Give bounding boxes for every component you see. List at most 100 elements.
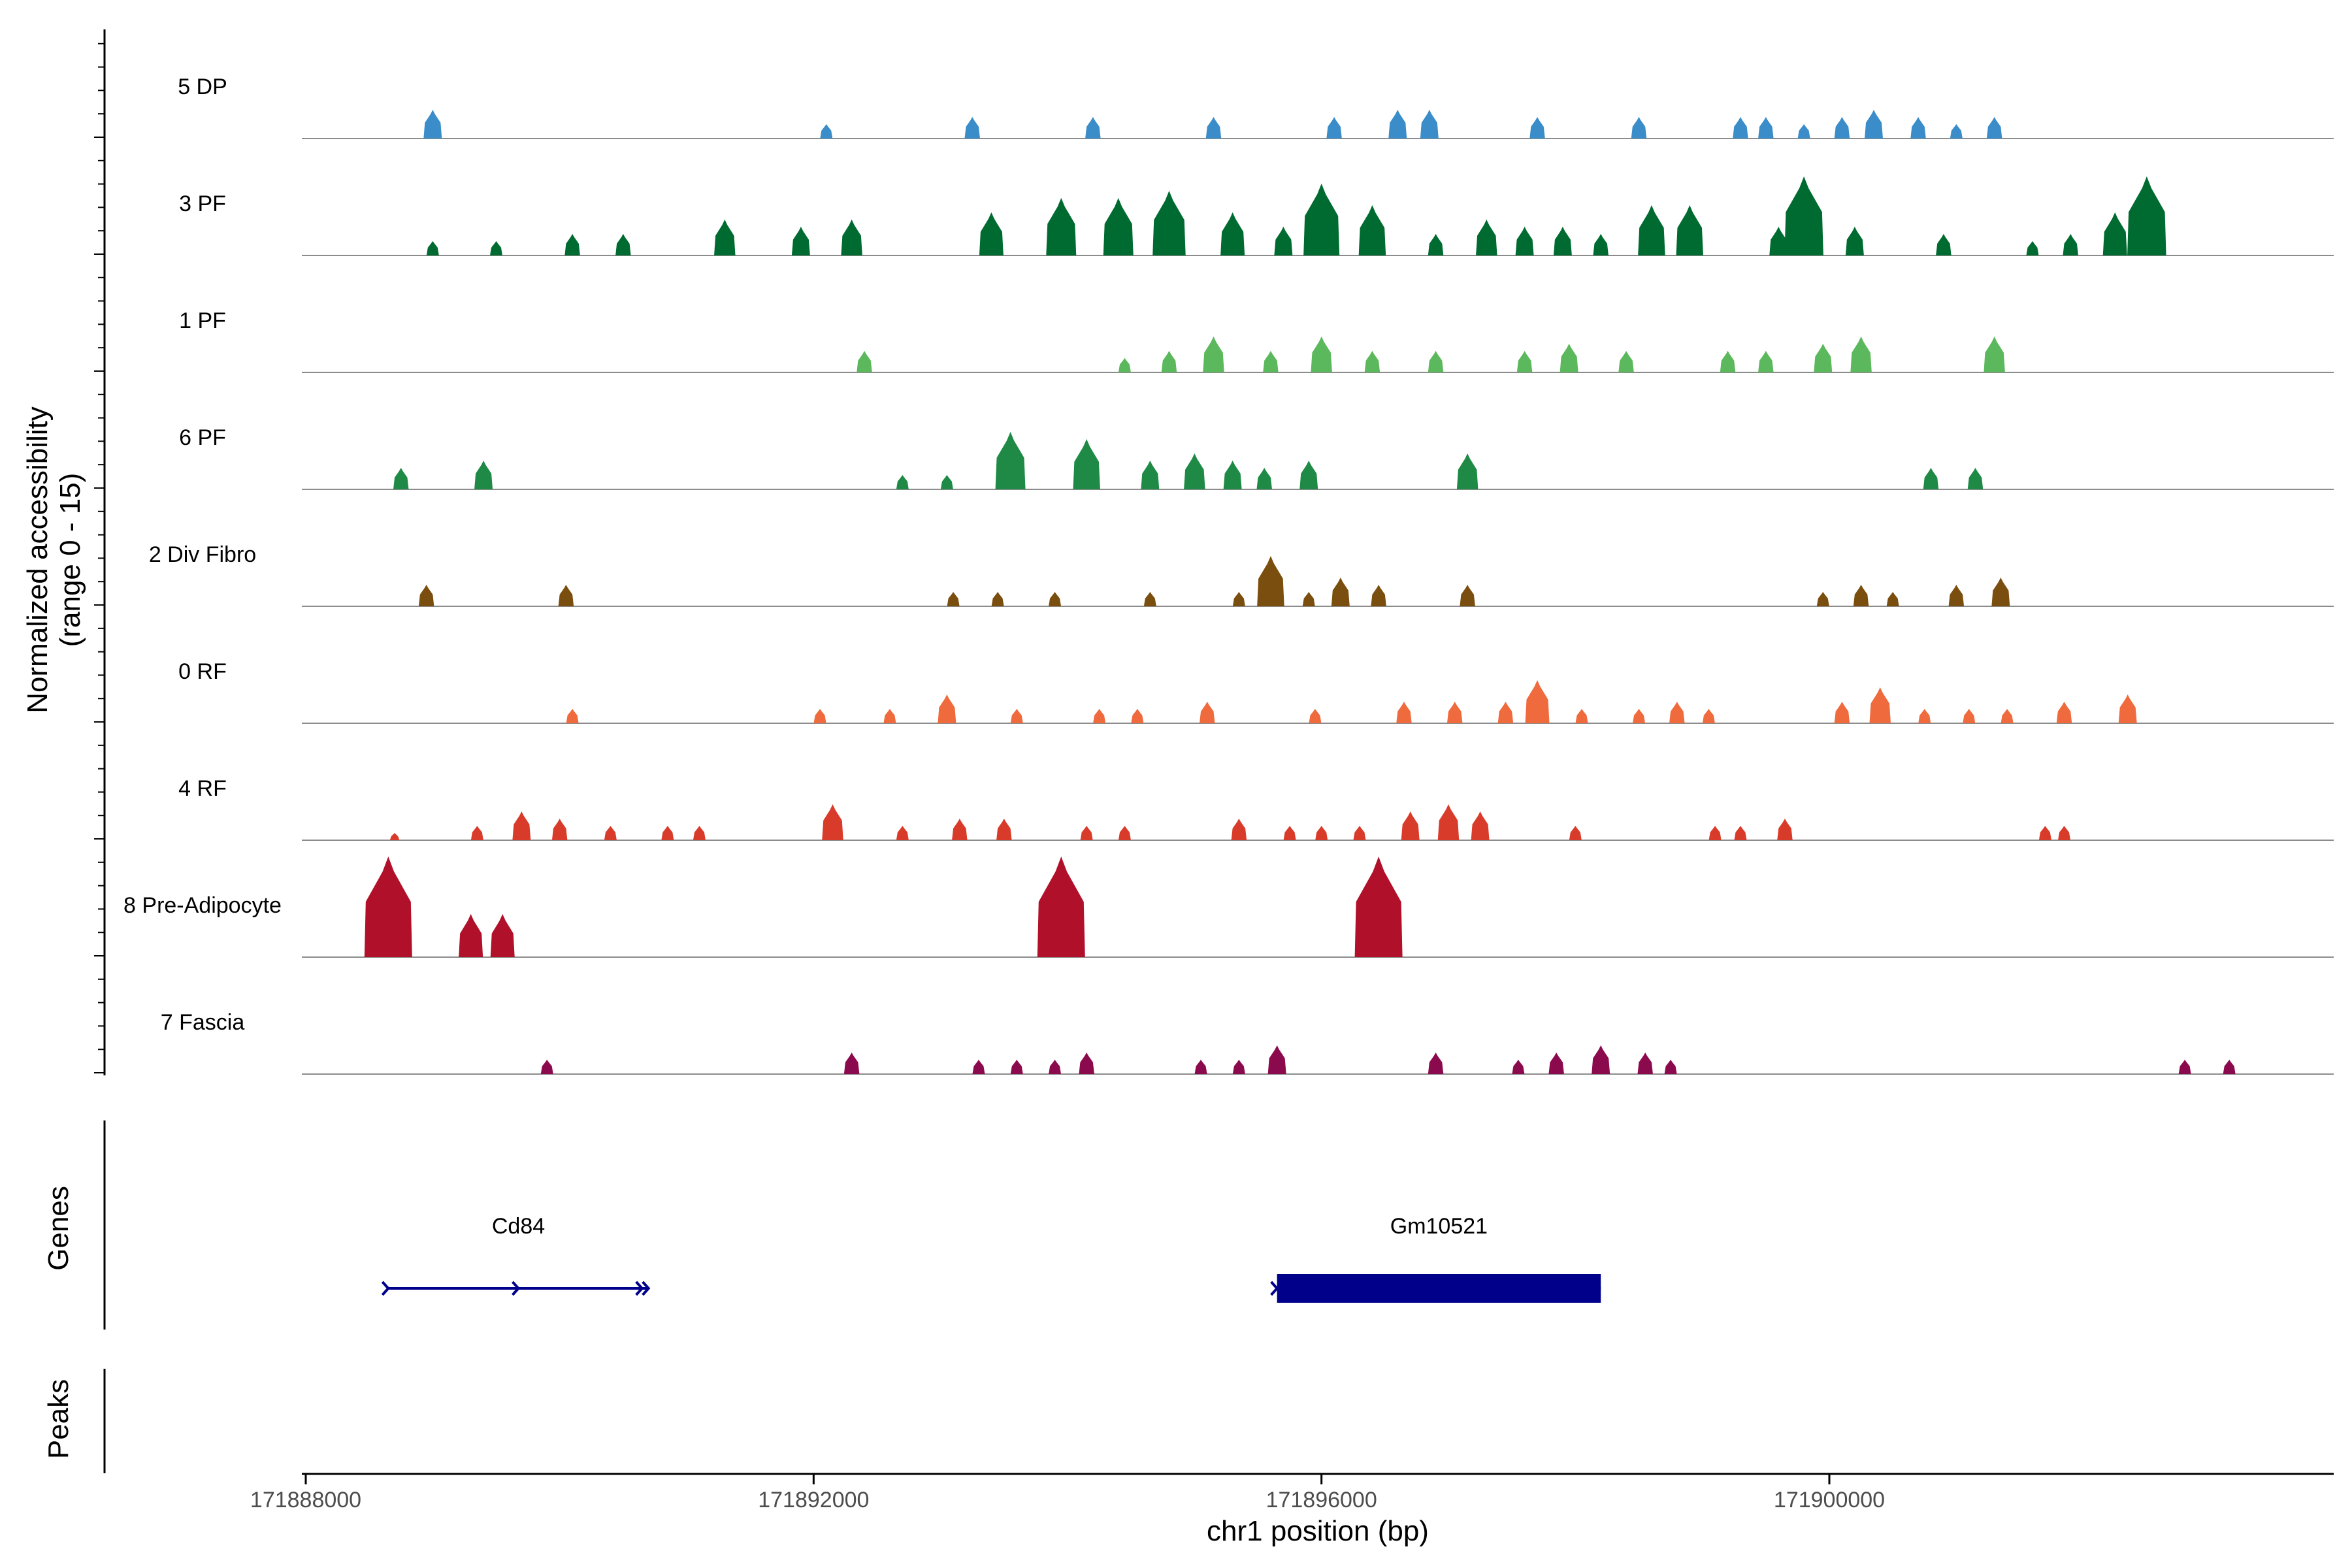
coverage-peak [1816, 592, 1829, 606]
coverage-peak [2118, 694, 2137, 723]
coverage-peak [1758, 117, 1774, 139]
coverage-peak [1948, 585, 1965, 606]
coverage-peak [1358, 205, 1386, 255]
coverage-peak [389, 833, 400, 840]
coverage-peak [1085, 117, 1101, 139]
coverage-peak [564, 234, 580, 255]
coverage-peak [1471, 811, 1490, 840]
coverage-peak [1232, 1060, 1245, 1074]
coverage-peak [490, 241, 502, 255]
coverage-peak [1152, 191, 1186, 255]
track-label: 5 DP [178, 74, 227, 99]
coverage-peak [1388, 110, 1407, 139]
coverage-peak [1437, 804, 1460, 840]
coverage-peak [604, 826, 617, 840]
coverage-peak [883, 709, 896, 723]
coverage-peak [1845, 227, 1864, 255]
coverage-peak [1936, 234, 1952, 255]
coverage-peak [1274, 227, 1293, 255]
coverage-peak [1633, 709, 1645, 723]
coverage-peak [714, 220, 736, 255]
coverage-peak [972, 1060, 985, 1074]
coverage-peak [1093, 709, 1106, 723]
track-label: 7 Fascia [161, 1010, 245, 1035]
coverage-peak [1311, 336, 1332, 372]
coverage-peak [1950, 124, 1963, 139]
coverage-peak [996, 819, 1012, 840]
coverage-peak [1420, 110, 1439, 139]
coverage-peak [1428, 1053, 1444, 1074]
track-3: 1 PF [179, 308, 2334, 373]
coverage-peak [1986, 117, 2002, 139]
coverage-peak [896, 826, 909, 840]
track-label: 6 PF [179, 425, 226, 450]
coverage-peak [1256, 468, 1272, 489]
coverage-peak [1303, 184, 1340, 255]
track-5: 2 Div Fibro [149, 542, 2334, 607]
coverage-peak [1850, 336, 1872, 372]
coverage-y-axis-title-line1: Normalized accessibility [22, 406, 54, 713]
coverage-tracks: 5 DP 3 PF 1 PF 6 PF 2 Div Fibro 0 RF 4 RF 8 Pre… [123, 74, 2334, 1075]
coverage-peak [1963, 709, 1976, 723]
coverage-peak [1161, 351, 1177, 372]
coverage-peak [1203, 336, 1224, 372]
coverage-peak [1708, 826, 1722, 840]
coverage-peak [558, 585, 574, 606]
coverage-peak [1354, 857, 1403, 957]
coverage-peak [1923, 468, 1939, 489]
track-8: 8 Pre-Adipocyte [123, 857, 2334, 958]
coverage-peak [1525, 680, 1550, 723]
coverage-peak [1401, 811, 1420, 840]
coverage-peak [1364, 351, 1380, 372]
gene-annotations: Cd84 Gm10521 [381, 1214, 1601, 1303]
coverage-peak [1664, 1060, 1677, 1074]
track-7: 4 RF [178, 776, 2334, 841]
coverage-peak [1769, 227, 1788, 255]
coverage-peak [1575, 709, 1588, 723]
coverage-peak [1592, 1045, 1610, 1074]
coverage-peak [1984, 336, 2005, 372]
gene-gm10521: Gm10521 [1270, 1214, 1601, 1303]
coverage-peak [1200, 702, 1215, 723]
coverage-peak [820, 124, 833, 139]
coverage-peak [418, 585, 434, 606]
track-label: 0 RF [178, 659, 227, 684]
gene-label: Cd84 [492, 1214, 545, 1239]
coverage-peak [551, 819, 568, 840]
coverage-peak [2102, 212, 2127, 255]
coverage-peak [459, 914, 483, 957]
gene-cd84: Cd84 [381, 1214, 651, 1296]
coverage-peak [566, 709, 579, 723]
coverage-peak [791, 227, 810, 255]
coverage-peak [1865, 110, 1884, 139]
coverage-peak [991, 592, 1004, 606]
coverage-peak [940, 475, 953, 489]
coverage-peak [2001, 709, 2014, 723]
coverage-peak [661, 826, 674, 840]
coverage-peak [1476, 220, 1497, 255]
coverage-peak [1283, 826, 1296, 840]
track-label: 2 Div Fibro [149, 542, 256, 567]
coverage-peak [1073, 439, 1100, 489]
coverage-peak [1353, 826, 1366, 840]
coverage-peak [1396, 702, 1412, 723]
coverage-peak [1143, 592, 1156, 606]
x-tick-label: 171888000 [250, 1488, 361, 1512]
coverage-peak [813, 709, 826, 723]
coverage-peak [1046, 198, 1077, 255]
coverage-peak [1428, 351, 1444, 372]
coverage-peak [1037, 857, 1085, 957]
coverage-peak [1853, 585, 1869, 606]
coverage-peak [1118, 358, 1131, 372]
coverage-peak [964, 117, 980, 139]
coverage-peak [2063, 234, 2078, 255]
coverage-peak [426, 241, 439, 255]
coverage-peak [1797, 124, 1810, 139]
coverage-peak [1184, 453, 1205, 489]
track-label: 1 PF [179, 308, 226, 333]
coverage-peak [470, 826, 483, 840]
track-4: 6 PF [179, 425, 2334, 490]
coverage-peak [2056, 702, 2072, 723]
